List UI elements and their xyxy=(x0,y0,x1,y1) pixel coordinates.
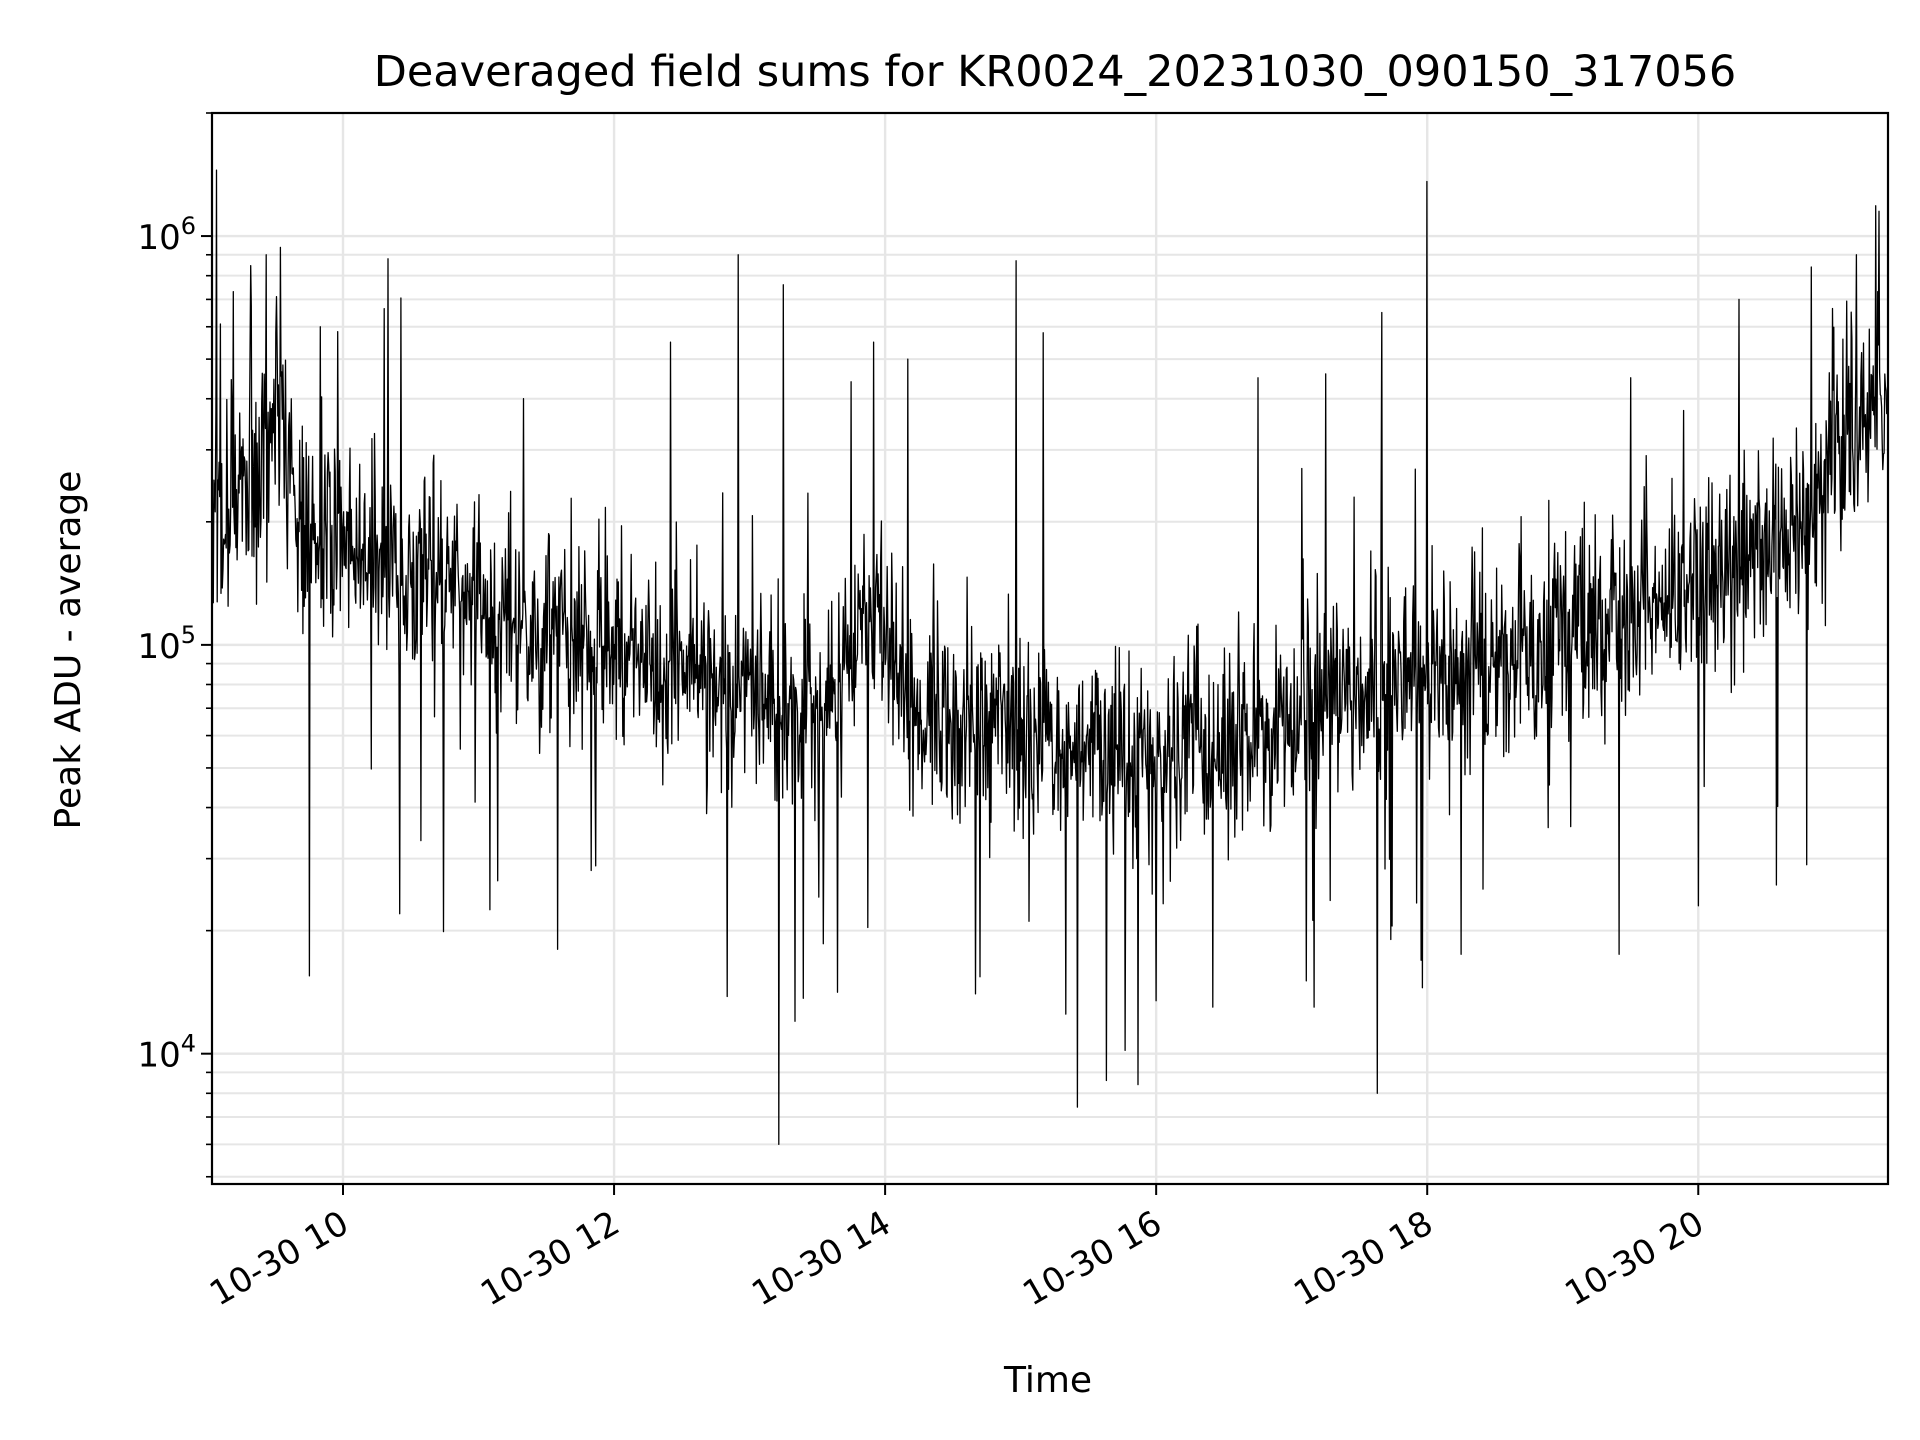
chart-title: Deaveraged field sums for KR0024_2023103… xyxy=(374,47,1737,97)
y-tick-label: 106 xyxy=(137,212,196,258)
x-axis-label: Time xyxy=(1003,1360,1092,1401)
data-series-line xyxy=(211,169,1889,1146)
y-tick-exponent: 4 xyxy=(181,1030,196,1058)
y-tick-base: 10 xyxy=(137,218,180,258)
y-tick-label: 104 xyxy=(137,1030,196,1076)
y-tick-base: 10 xyxy=(137,627,180,667)
y-axis-label: Peak ADU - average xyxy=(48,471,89,830)
y-tick-label: 105 xyxy=(137,621,196,667)
y-tick-exponent: 5 xyxy=(181,621,196,649)
series-layer xyxy=(211,169,1889,1146)
y-tick-exponent: 6 xyxy=(181,212,196,240)
plot-frame xyxy=(210,111,1890,1186)
y-tick-base: 10 xyxy=(137,1036,180,1076)
